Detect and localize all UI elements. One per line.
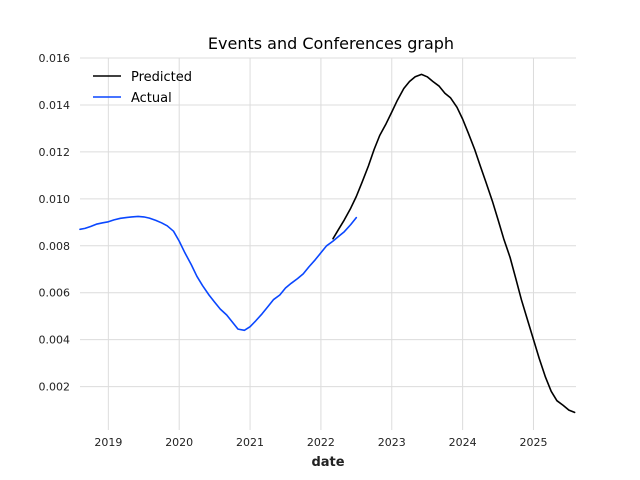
legend-label-predicted: Predicted [131, 70, 192, 85]
y-tick-label: 0.008 [39, 240, 71, 253]
y-tick-label: 0.006 [39, 287, 71, 300]
y-tick-label: 0.014 [39, 99, 71, 112]
series-line-actual [79, 215, 358, 332]
series-lines [79, 73, 576, 414]
x-tick-label: 2023 [378, 436, 406, 449]
x-tick-label: 2020 [165, 436, 193, 449]
x-tick-label: 2021 [236, 436, 264, 449]
x-axis-ticks: 2019 2020 2021 2022 2023 2024 2025 [94, 436, 547, 449]
x-axis-label: date [311, 455, 344, 470]
y-tick-label: 0.002 [39, 381, 71, 394]
y-tick-label: 0.010 [39, 193, 71, 206]
x-tick-label: 2022 [307, 436, 335, 449]
legend-label-actual: Actual [131, 91, 172, 106]
y-axis-ticks: 0.002 0.004 0.006 0.008 0.010 0.012 0.014 0.016 [39, 52, 71, 394]
y-tick-label: 0.016 [39, 52, 71, 65]
legend: Predicted Actual [93, 70, 192, 106]
y-tick-label: 0.012 [39, 146, 71, 159]
x-tick-label: 2024 [449, 436, 477, 449]
x-tick-label: 2019 [94, 436, 122, 449]
x-tick-label: 2025 [519, 436, 547, 449]
series-line-predicted [332, 73, 576, 414]
chart-title: Events and Conferences graph [208, 34, 454, 53]
y-tick-label: 0.004 [39, 334, 71, 347]
